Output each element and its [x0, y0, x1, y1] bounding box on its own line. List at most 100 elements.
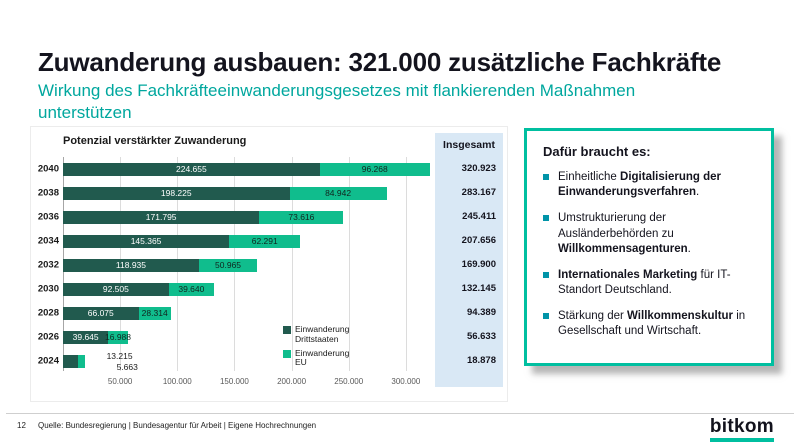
total-value: 245.411 [462, 211, 496, 222]
bar-value-label: 5.663 [116, 362, 138, 372]
bar-value-label: 73.616 [288, 212, 315, 222]
x-axis: 50.000 100.000 150.000 200.000 250.000 300.00… [63, 375, 431, 389]
bar-row: 2032 118.935 50.965 [38, 253, 431, 277]
segment-eu: 84.942 [289, 186, 387, 200]
segment-eu: 73.616 [259, 210, 344, 224]
bar-track: 224.655 96.268 [63, 162, 431, 176]
segment-drittstaaten: 39.645 [63, 330, 109, 344]
segment-drittstaaten: 224.655 [63, 162, 320, 176]
segment-drittstaaten: 92.505 [63, 282, 169, 296]
bar-value-label: 224.655 [176, 164, 207, 174]
category-label: 2026 [37, 331, 59, 343]
total-value: 169.900 [461, 259, 496, 270]
bar-value-label: 16.988 [105, 332, 131, 342]
bitkom-logo: bitkom [709, 417, 774, 442]
bar-value-label: 145.365 [130, 236, 162, 246]
bar-row: 2034 145.365 62.291 [38, 229, 431, 253]
bar-row: 2036 171.795 73.616 [38, 205, 431, 229]
bar-row: 2040 224.655 96.268 [38, 157, 431, 181]
category-label: 2040 [37, 163, 59, 175]
total-value: 320.923 [461, 163, 496, 174]
bar-value-label: 171.795 [145, 212, 177, 222]
segment-drittstaaten [63, 354, 79, 368]
bar-row: 2026 39.645 16.988 [38, 325, 431, 349]
bar-track: 145.365 62.291 [63, 234, 431, 248]
callout-bullet: Internationales Marketing für IT-Standor… [543, 268, 755, 298]
segment-eu: 50.965 [198, 258, 258, 272]
bar-value-label: 96.268 [361, 164, 388, 174]
bar-track: 171.795 73.616 [63, 210, 431, 224]
bar-row: 2030 92.505 39.640 [38, 277, 431, 301]
bar-value-label: 28.314 [141, 308, 168, 318]
category-label: 2038 [37, 187, 59, 199]
plot-area: Einwanderung Drittstaaten Einwanderung EU… [38, 157, 431, 373]
segment-drittstaaten: 118.935 [63, 258, 199, 272]
callout-bullet: Stärkung der Willkommenskultur in Gesell… [543, 309, 755, 339]
gridline [348, 157, 350, 371]
chart-frame: Potenzial verstärkter Zuwanderung Einwan… [30, 126, 508, 402]
callout-bullet: Umstrukturierung der Ausländerbehörden z… [543, 211, 755, 257]
category-label: 2032 [37, 259, 59, 271]
bar-track: 198.225 84.942 [63, 186, 431, 200]
callout-bullet-list: Einheitliche Digitalisierung der Einwand… [543, 170, 755, 340]
callout-heading: Dafür braucht es: [543, 144, 651, 159]
bullet-square-icon [543, 215, 549, 222]
total-value: 207.656 [461, 235, 496, 246]
legend-label: Einwanderung EU [295, 347, 350, 368]
bar-value-label: 198.225 [160, 188, 192, 198]
segment-eu: 16.988 [105, 330, 131, 344]
x-tick-label: 200.000 [277, 377, 307, 386]
segment-eu: 39.640 [168, 282, 215, 296]
category-label: 2024 [37, 355, 59, 367]
callout-bullet-text: Einheitliche Digitalisierung der Einwand… [558, 171, 721, 199]
chart-title: Potenzial verstärkter Zuwanderung [63, 135, 247, 147]
bar-value-label: 13.215 [106, 351, 133, 361]
bar-value-label: 118.935 [115, 260, 147, 270]
segment-drittstaaten: 66.075 [63, 306, 139, 320]
legend-label: Einwanderung Drittstaaten [295, 324, 350, 344]
totals-values: 320.923 283.167 245.411 207.656 169.900 132.1… [435, 157, 503, 373]
bar-value-label: 84.942 [325, 188, 352, 198]
callout-bullet: Einheitliche Digitalisierung der Einwand… [543, 170, 755, 200]
bar-value-label: 39.645 [72, 332, 99, 342]
x-tick-label: 100.000 [162, 377, 192, 386]
bar-track [63, 354, 431, 368]
x-tick-label: 300.000 [391, 377, 421, 386]
bar-row: 2024 13.215 5.663 [38, 349, 431, 373]
page-number: 12 [17, 421, 26, 430]
category-label: 2036 [37, 211, 59, 223]
total-value: 18.878 [466, 355, 496, 366]
segment-drittstaaten: 198.225 [63, 186, 290, 200]
source-note: Quelle: Bundesregierung | Bundesagentur … [38, 421, 317, 430]
segment-eu: 62.291 [229, 234, 301, 248]
bar-track: 39.645 16.988 [63, 330, 431, 344]
bullet-square-icon [543, 313, 549, 320]
page-subtitle: Wirkung des Fachkräfteeinwanderungsgeset… [38, 81, 636, 123]
bar-row: 2028 66.075 28.314 [38, 301, 431, 325]
total-value: 283.167 [461, 187, 496, 198]
bullet-square-icon [543, 271, 549, 278]
totals-panel: Insgesamt 320.923 283.167 245.411 207.656 16… [435, 133, 503, 387]
legend-swatch-icon [283, 349, 291, 358]
total-value: 56.633 [466, 331, 496, 342]
segment-drittstaaten: 171.795 [63, 210, 260, 224]
bar-value-label: 50.965 [215, 260, 242, 270]
segment-eu: 96.268 [319, 162, 430, 176]
x-tick-label: 250.000 [334, 377, 364, 386]
callout-box: Dafür braucht es: Einheitliche Digitalis… [524, 128, 774, 366]
bar-value-label: 66.075 [87, 308, 114, 318]
x-tick-label: 150.000 [219, 377, 249, 386]
legend-swatch-icon [283, 326, 291, 334]
bar-value-label: 39.640 [178, 284, 205, 294]
category-label: 2030 [37, 283, 59, 295]
callout-bullet-text: Stärkung der Willkommenskultur in Gesell… [558, 310, 746, 338]
category-label: 2028 [37, 307, 59, 319]
callout-bullet-text: Internationales Marketing für IT-Standor… [558, 268, 731, 297]
legend-item: Einwanderung EU [283, 347, 357, 369]
chart-legend: Einwanderung Drittstaaten Einwanderung EU [283, 324, 357, 369]
x-tick-label: 50.000 [107, 377, 133, 386]
segment-drittstaaten: 145.365 [63, 234, 230, 248]
bar-track: 118.935 50.965 [63, 258, 431, 272]
gridline [291, 157, 293, 371]
